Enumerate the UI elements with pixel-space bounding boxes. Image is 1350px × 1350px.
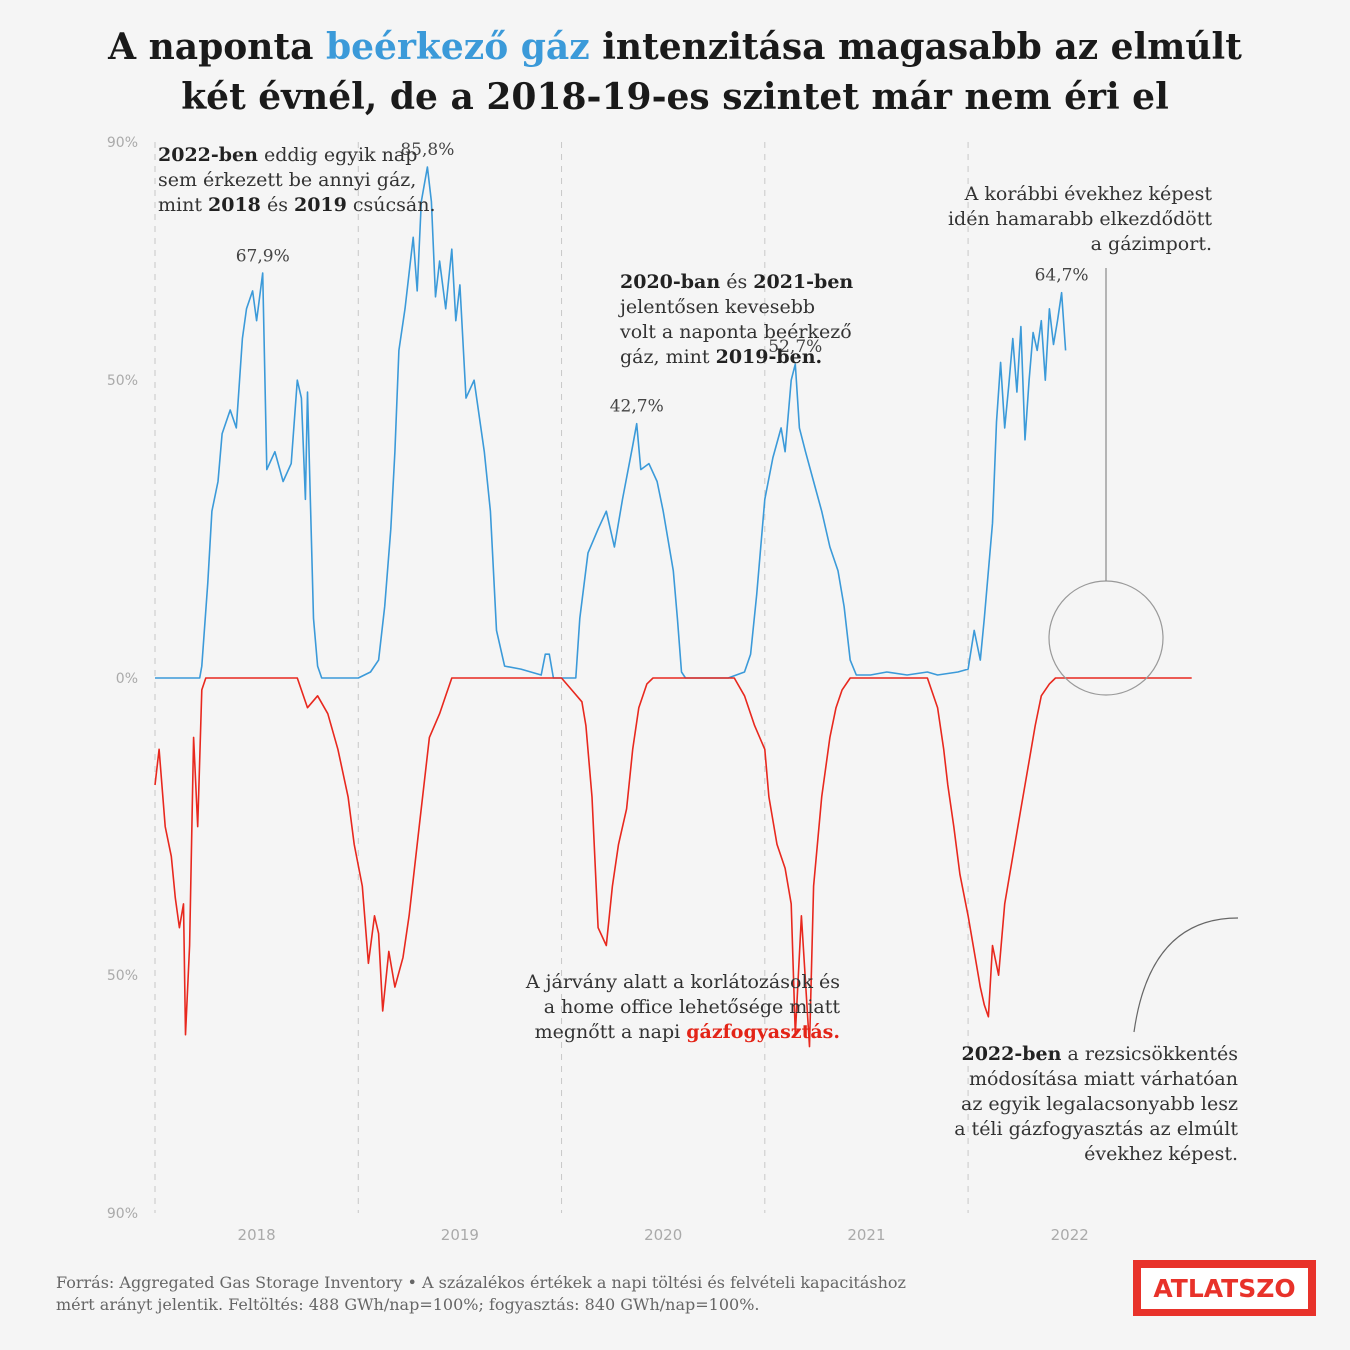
source-footer: Forrás: Aggregated Gas Storage Inventory… xyxy=(56,1272,1056,1316)
x-tick-label: 2021 xyxy=(847,1226,885,1244)
annotation-import: A korábbi évekhez képest idén hamarabb e… xyxy=(947,183,1212,255)
peak-label: 42,7% xyxy=(610,397,664,417)
x-tick-label: 2020 xyxy=(644,1226,682,1244)
x-tick-label: 2022 xyxy=(1051,1226,1089,1244)
peak-label: 67,9% xyxy=(236,247,290,267)
peak-label: 64,7% xyxy=(1035,266,1089,286)
x-tick-label: 2018 xyxy=(238,1226,276,1244)
y-tick-label: 50% xyxy=(107,968,138,984)
annotation-2022-consumption: 2022-ben a rezsicsökkentés módosítása mi… xyxy=(954,1043,1238,1165)
series-withdrawal-line xyxy=(154,677,1192,1048)
chart-title: A naponta beérkező gáz intenzitása magas… xyxy=(0,22,1350,122)
title-highlight: beérkező gáz xyxy=(325,26,590,68)
chart-svg: 90% 50% 0% 50% 90% 2018 2019 2020 2021 2022 67,9% 8… xyxy=(107,135,1239,1244)
y-tick-label: 90% xyxy=(107,135,138,151)
title-line2: két évnél, de a 2018-19-es szintet már n… xyxy=(181,76,1169,118)
y-tick-label: 0% xyxy=(116,671,138,687)
atlatszo-logo[interactable]: ATLATSZO xyxy=(1133,1260,1316,1316)
title-part1: A naponta xyxy=(108,26,326,68)
annotation-2022-peak: 2022-ben eddig egyik nap sem érkezett be… xyxy=(158,144,436,216)
y-tick-label: 90% xyxy=(107,1206,138,1222)
y-tick-label: 50% xyxy=(107,373,138,389)
peak-label: 85,8% xyxy=(400,140,454,160)
peak-label: 52,7% xyxy=(768,337,822,357)
logo-text: ATLATSZO xyxy=(1141,1267,1308,1309)
x-tick-label: 2019 xyxy=(441,1226,479,1244)
title-part2: intenzitása magasabb az elmúlt xyxy=(589,26,1242,68)
consumption-leader-line xyxy=(1133,917,1239,1033)
footer-line2: mért arányt jelentik. Feltöltés: 488 GWh… xyxy=(56,1295,760,1314)
annotation-2020-2021: 2020-ban és 2021-ben jelentősen kevesebb… xyxy=(620,271,854,368)
footer-line1: Forrás: Aggregated Gas Storage Inventory… xyxy=(56,1273,906,1292)
series-injection-line xyxy=(155,166,1067,679)
annotation-pandemic: A járvány alatt a korlátozások és a home… xyxy=(525,971,840,1043)
